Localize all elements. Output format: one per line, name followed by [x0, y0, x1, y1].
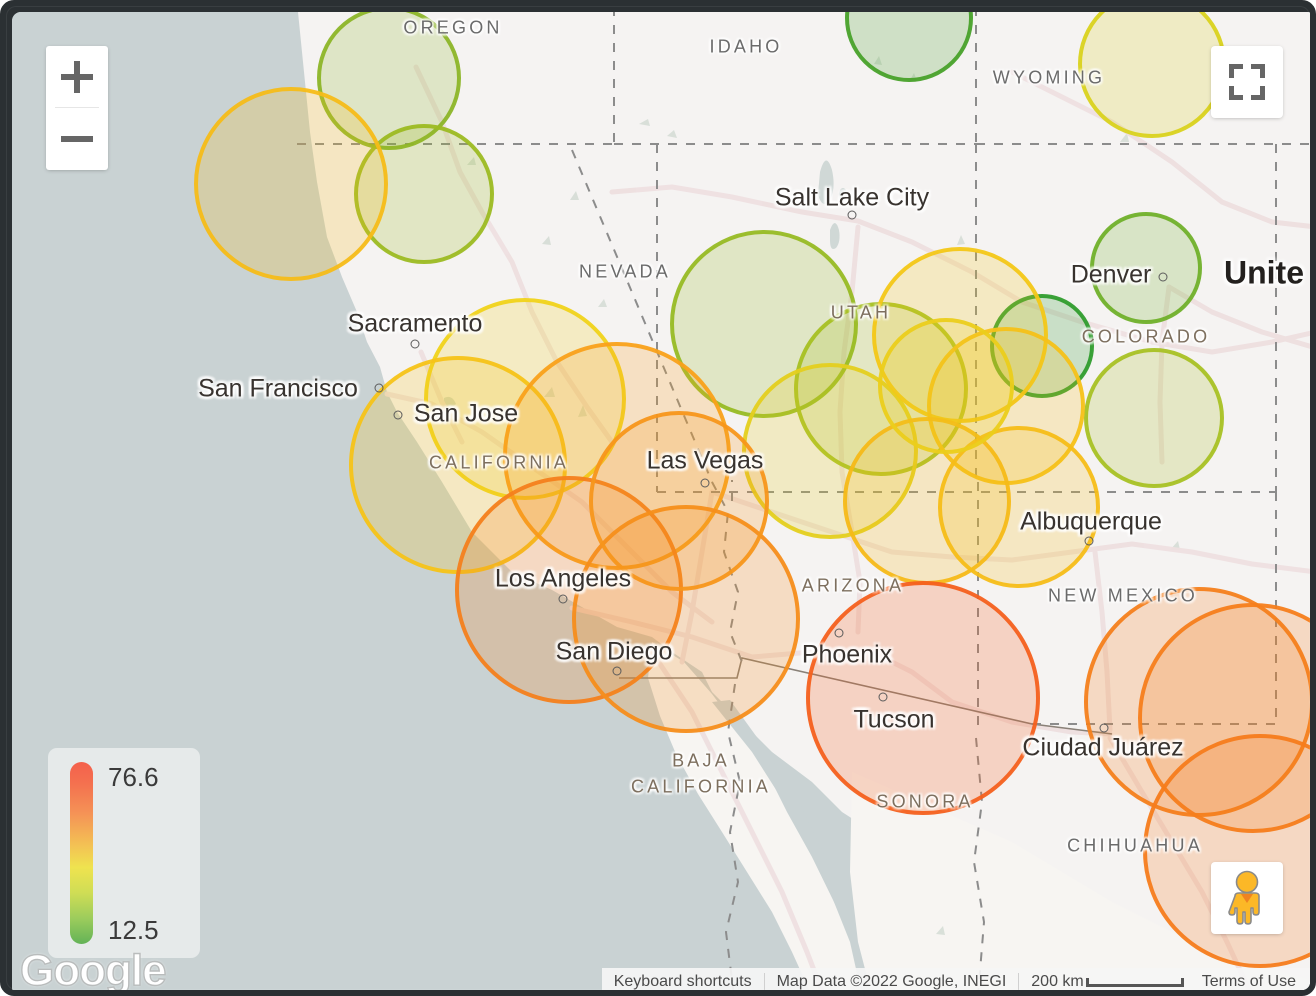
fullscreen-icon	[1229, 64, 1265, 100]
fullscreen-button[interactable]	[1211, 46, 1283, 118]
data-circle[interactable]	[806, 581, 1040, 815]
map-canvas[interactable]: OREGON IDAHO WYOMING NEVADA UTAH COLORADO CALI…	[12, 12, 1316, 996]
city-marker-las-vegas	[700, 478, 710, 488]
data-circle[interactable]	[1084, 587, 1312, 817]
legend-min-value: 12.5	[108, 915, 159, 945]
data-circle[interactable]	[354, 124, 494, 264]
base-map-layer	[12, 12, 1310, 990]
data-circle[interactable]	[938, 426, 1100, 588]
landmass-usa	[298, 12, 1310, 990]
data-circle[interactable]	[1084, 348, 1224, 488]
plus-icon-vertical	[74, 61, 80, 93]
city-marker-albuquerque	[1084, 536, 1094, 546]
zoom-out-button[interactable]	[46, 108, 108, 169]
city-marker-san-francisco	[374, 383, 384, 393]
attribution-bar: Keyboard shortcuts Map Data ©2022 Google…	[601, 968, 1310, 990]
city-marker-salt-lake-city	[847, 210, 857, 220]
data-circle[interactable]	[589, 411, 769, 591]
zoom-control-divider	[55, 107, 99, 108]
attribution-divider-2	[1018, 973, 1020, 990]
zoom-control[interactable]	[46, 46, 108, 170]
map-data-attribution: Map Data ©2022 Google, INEGI	[776, 973, 1007, 990]
pegman-street-view-control[interactable]	[1211, 862, 1283, 934]
data-circle[interactable]	[670, 230, 858, 418]
pegman-icon	[1228, 870, 1260, 925]
scale-bar	[1085, 977, 1184, 987]
data-circle[interactable]	[1138, 603, 1316, 833]
zoom-in-button[interactable]	[46, 46, 108, 107]
data-circle[interactable]	[845, 12, 973, 82]
international-border	[619, 657, 1113, 735]
data-circle[interactable]	[424, 298, 626, 500]
city-marker-ciudad-juárez	[1099, 723, 1109, 733]
city-marker-san-jose	[393, 410, 403, 420]
data-circle[interactable]	[742, 363, 918, 539]
google-logo: Google	[19, 945, 167, 995]
data-circle[interactable]	[990, 294, 1094, 398]
city-marker-sacramento	[410, 339, 420, 349]
city-marker-phoenix	[834, 628, 844, 638]
scale-label: 200 km	[1031, 973, 1084, 990]
data-circle[interactable]	[1078, 12, 1226, 138]
city-marker-san-diego	[612, 666, 622, 676]
data-circle-overlay[interactable]	[12, 12, 1316, 996]
data-circle[interactable]	[1090, 212, 1202, 324]
minus-icon	[61, 136, 93, 142]
terrain-specks	[467, 56, 1180, 935]
terms-of-use-link[interactable]: Terms of Use	[1201, 973, 1296, 990]
landmass-mexico	[850, 772, 1310, 990]
attribution-divider-1	[763, 973, 765, 990]
state-borders	[297, 12, 1310, 990]
data-circle[interactable]	[194, 87, 388, 281]
data-circle[interactable]	[878, 318, 1014, 454]
value-color-legend: 76.6 12.5	[48, 748, 200, 958]
city-marker-los-angeles	[558, 594, 568, 604]
keyboard-shortcuts-link[interactable]: Keyboard shortcuts	[613, 973, 752, 990]
data-circle[interactable]	[503, 342, 731, 570]
city-marker-denver	[1158, 272, 1168, 282]
city-marker-tucson	[878, 692, 888, 702]
water-bodies	[444, 160, 847, 407]
data-circle[interactable]	[872, 247, 1048, 423]
gulf-of-california	[712, 700, 876, 990]
legend-gradient-bar	[70, 762, 93, 944]
legend-max-value: 76.6	[108, 762, 159, 792]
